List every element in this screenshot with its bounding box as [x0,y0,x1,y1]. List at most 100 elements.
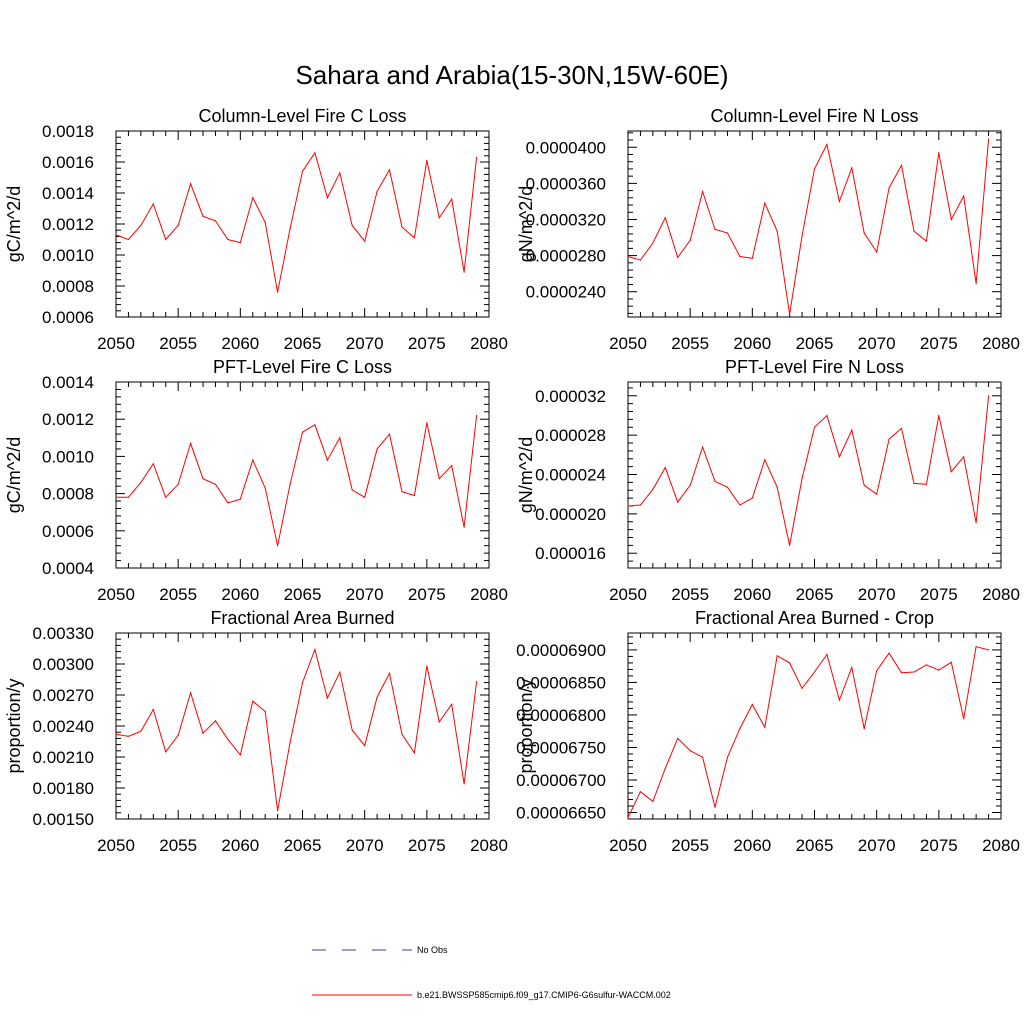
legend: No Obs b.e21.BWSSP585cmip6.f09_g17.CMIP6… [312,945,671,1000]
data-point [364,240,366,242]
data-point [764,726,766,728]
data-point [177,734,179,736]
data-point [851,666,853,669]
data-point [826,653,828,656]
data-point [751,257,753,259]
x-tick-label: 2065 [796,836,834,855]
data-point [252,459,254,461]
data-point [165,238,167,241]
data-point [776,230,778,232]
data-point [876,251,878,253]
y-tick-label: 0.00006650 [516,803,606,822]
y-tick-label: 0.0000240 [526,283,606,302]
series-line-1 [627,139,990,315]
data-point [801,235,803,237]
x-tick-label: 2080 [982,585,1020,604]
chart-title: Fractional Area Burned [210,608,394,628]
data-point [963,456,965,458]
x-tick-label: 2080 [470,334,508,353]
data-point [190,442,192,444]
data-point [376,696,378,698]
data-point [975,522,977,524]
data-point [227,502,229,504]
x-tick-label: 2065 [796,585,834,604]
data-point [289,228,291,230]
data-point [851,429,853,431]
data-point [177,224,179,227]
data-point [739,504,741,506]
data-point [264,710,266,713]
data-point [689,750,691,752]
data-point [950,218,952,221]
data-point [476,156,478,158]
y-tick-label: 0.00150 [33,810,94,829]
data-point [277,291,279,293]
data-point [289,483,291,485]
data-point [388,169,391,171]
data-point [351,729,353,731]
x-tick-label: 2080 [982,334,1020,353]
data-point [677,501,679,503]
data-point [177,483,179,485]
chart-panel-1: Column-Level Fire C Loss gC/m^2/d 2050 2055… [4,106,508,353]
data-point [239,498,241,500]
data-point [364,745,366,747]
data-point [627,817,629,819]
data-point [140,481,142,483]
data-point [764,202,766,204]
data-point [689,484,691,486]
data-point [776,655,778,657]
data-point [426,422,428,424]
data-point [627,255,629,258]
y-tick-label: 0.00210 [33,748,94,767]
data-point [364,496,366,498]
legend-label-no-obs: No Obs [417,945,448,955]
data-point [401,226,403,228]
chart-title: Fractional Area Burned - Crop [695,608,934,628]
data-point [900,164,903,166]
data-point [426,665,428,667]
data-point [314,424,316,426]
data-point [826,143,828,146]
y-tick-label: 0.000032 [535,387,606,406]
x-tick-label: 2070 [346,585,384,604]
data-point [301,431,304,433]
data-point [876,493,878,495]
page-title: Sahara and Arabia(15-30N,15W-60E) [295,60,728,90]
data-point [140,730,142,732]
x-tick-label: 2070 [858,585,896,604]
y-tick-label: 0.0016 [42,153,94,172]
x-tick-label: 2075 [920,836,958,855]
data-point [351,224,353,227]
data-point [726,486,729,488]
y-axis-label: gC/m^2/d [4,437,24,513]
data-point [950,471,952,473]
y-tick-label: 0.0010 [42,246,94,265]
x-tick-label: 2075 [408,836,446,855]
data-point [413,494,415,497]
data-point [277,545,279,547]
data-point [152,463,154,465]
data-point [165,496,167,498]
y-tick-label: 0.0006 [42,308,94,327]
data-point [913,482,915,484]
data-point [388,672,391,674]
data-point [652,242,654,244]
x-tick-label: 2075 [920,585,958,604]
data-point [314,152,316,154]
data-point [152,203,154,205]
data-point [677,737,679,740]
data-point [264,487,266,489]
data-point [975,646,977,648]
data-point [702,446,704,448]
data-point [925,664,928,666]
data-point [813,671,816,673]
data-point [463,526,465,528]
x-tick-label: 2060 [221,836,259,855]
data-point [190,183,192,185]
y-tick-label: 0.00330 [33,624,94,643]
y-tick-label: 0.00006850 [516,673,606,692]
data-point [451,703,453,705]
y-tick-label: 0.00180 [33,779,94,798]
